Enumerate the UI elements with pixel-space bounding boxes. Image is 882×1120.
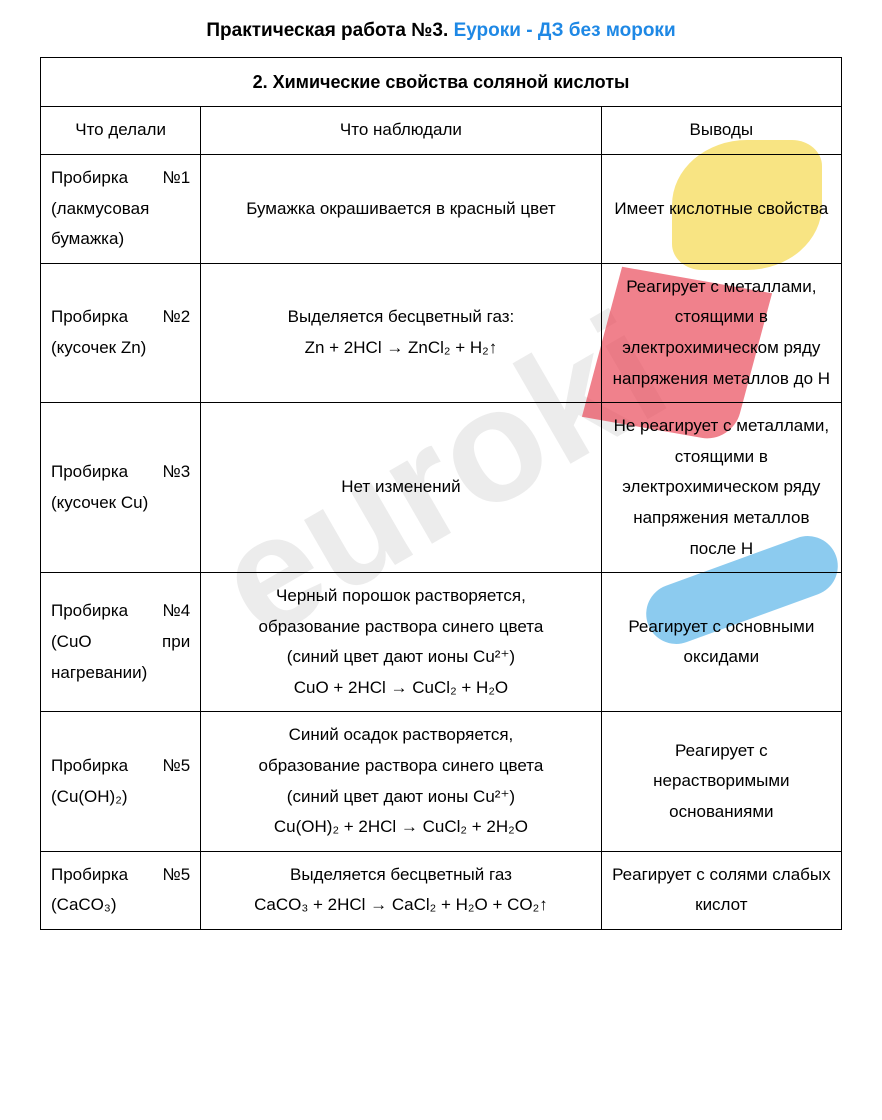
title-brand: Еуроки - ДЗ без мороки	[454, 20, 676, 41]
cell-observation: Выделяется бесцветный газ: Zn + 2HCl → Z…	[201, 263, 602, 402]
cell-observation: Черный порошок растворяется, образование…	[201, 573, 602, 712]
formula: Cu(OH)₂ + 2HCl → CuCl₂ + 2H₂O	[211, 812, 591, 843]
cell-conclusion: Не реагирует с металлами, стоящими в эле…	[601, 403, 841, 573]
cell-action: Пробирка №5 (Cu(OH)₂)	[41, 712, 201, 851]
text: Синий осадок растворяется,	[211, 720, 591, 751]
text: Пробирка	[51, 596, 128, 627]
formula: CuO + 2HCl → CuCl₂ + H₂O	[211, 673, 591, 704]
table-row: Пробирка №1 (лакмусовая бумажка) Бумажка …	[41, 154, 842, 263]
table-row: Пробирка №3 (кусочек Cu) Нет изменений Не…	[41, 403, 842, 573]
text: Выделяется бесцветный газ:	[211, 302, 591, 333]
table-header-row: Что делали Что наблюдали Выводы	[41, 107, 842, 155]
text: (CaCO₃)	[51, 890, 190, 921]
page-header: Практическая работа №3. Еуроки - ДЗ без …	[40, 20, 842, 42]
text: (кусочек Zn)	[51, 333, 190, 364]
text: Пробирка	[51, 751, 128, 782]
cell-action: Пробирка №4 (CuO при нагревании)	[41, 573, 201, 712]
text: (кусочек Cu)	[51, 488, 190, 519]
table-title: 2. Химические свойства соляной кислоты	[41, 58, 842, 107]
text: Пробирка	[51, 457, 128, 488]
cell-conclusion: Имеет кислотные свойства	[601, 154, 841, 263]
text: Выделяется бесцветный газ	[211, 860, 591, 891]
cell-action: Пробирка №2 (кусочек Zn)	[41, 263, 201, 402]
table-row: Пробирка №4 (CuO при нагревании) Черный по…	[41, 573, 842, 712]
table-row: Пробирка №5 (CaCO₃) Выделяется бесцветный…	[41, 851, 842, 929]
cell-observation: Синий осадок растворяется, образование р…	[201, 712, 602, 851]
col-header-2: Что наблюдали	[201, 107, 602, 155]
text: (Cu(OH)₂)	[51, 782, 190, 813]
cell-action: Пробирка №3 (кусочек Cu)	[41, 403, 201, 573]
text: образование раствора синего цвета	[211, 612, 591, 643]
text: Пробирка	[51, 163, 128, 194]
text: Черный порошок растворяется,	[211, 581, 591, 612]
cell-observation: Бумажка окрашивается в красный цвет	[201, 154, 602, 263]
cell-action: Пробирка №1 (лакмусовая бумажка)	[41, 154, 201, 263]
text: №1	[162, 163, 190, 194]
cell-conclusion: Реагирует с основными оксидами	[601, 573, 841, 712]
cell-conclusion: Реагирует с металлами, стоящими в электр…	[601, 263, 841, 402]
cell-observation: Выделяется бесцветный газ CaCO₃ + 2HCl →…	[201, 851, 602, 929]
cell-observation: Нет изменений	[201, 403, 602, 573]
text: (синий цвет дают ионы Cu²⁺)	[211, 642, 591, 673]
text: образование раствора синего цвета	[211, 751, 591, 782]
text: №5	[162, 751, 190, 782]
text: №3	[162, 457, 190, 488]
table-row: Пробирка №5 (Cu(OH)₂) Синий осадок раство…	[41, 712, 842, 851]
cell-action: Пробирка №5 (CaCO₃)	[41, 851, 201, 929]
chemistry-table: 2. Химические свойства соляной кислоты Ч…	[40, 57, 842, 930]
formula: CaCO₃ + 2HCl → CaCl₂ + H₂O + CO₂↑	[211, 890, 591, 921]
text: №4	[162, 596, 190, 627]
text: (CuO	[51, 627, 92, 658]
formula: Zn + 2HCl → ZnCl₂ + H₂↑	[211, 333, 591, 364]
title-prefix: Практическая работа №3.	[206, 20, 453, 41]
cell-conclusion: Реагирует с солями слабых кислот	[601, 851, 841, 929]
text: (синий цвет дают ионы Cu²⁺)	[211, 782, 591, 813]
text: нагревании)	[51, 658, 190, 689]
text: №5	[162, 860, 190, 891]
text: №2	[162, 302, 190, 333]
table-title-row: 2. Химические свойства соляной кислоты	[41, 58, 842, 107]
text: Пробирка	[51, 302, 128, 333]
table-row: Пробирка №2 (кусочек Zn) Выделяется бесцв…	[41, 263, 842, 402]
text: Пробирка	[51, 860, 128, 891]
cell-conclusion: Реагирует с нерастворимыми основаниями	[601, 712, 841, 851]
text: бумажка)	[51, 224, 190, 255]
text: при	[162, 627, 190, 658]
text: (лакмусовая	[51, 194, 190, 225]
col-header-3: Выводы	[601, 107, 841, 155]
col-header-1: Что делали	[41, 107, 201, 155]
